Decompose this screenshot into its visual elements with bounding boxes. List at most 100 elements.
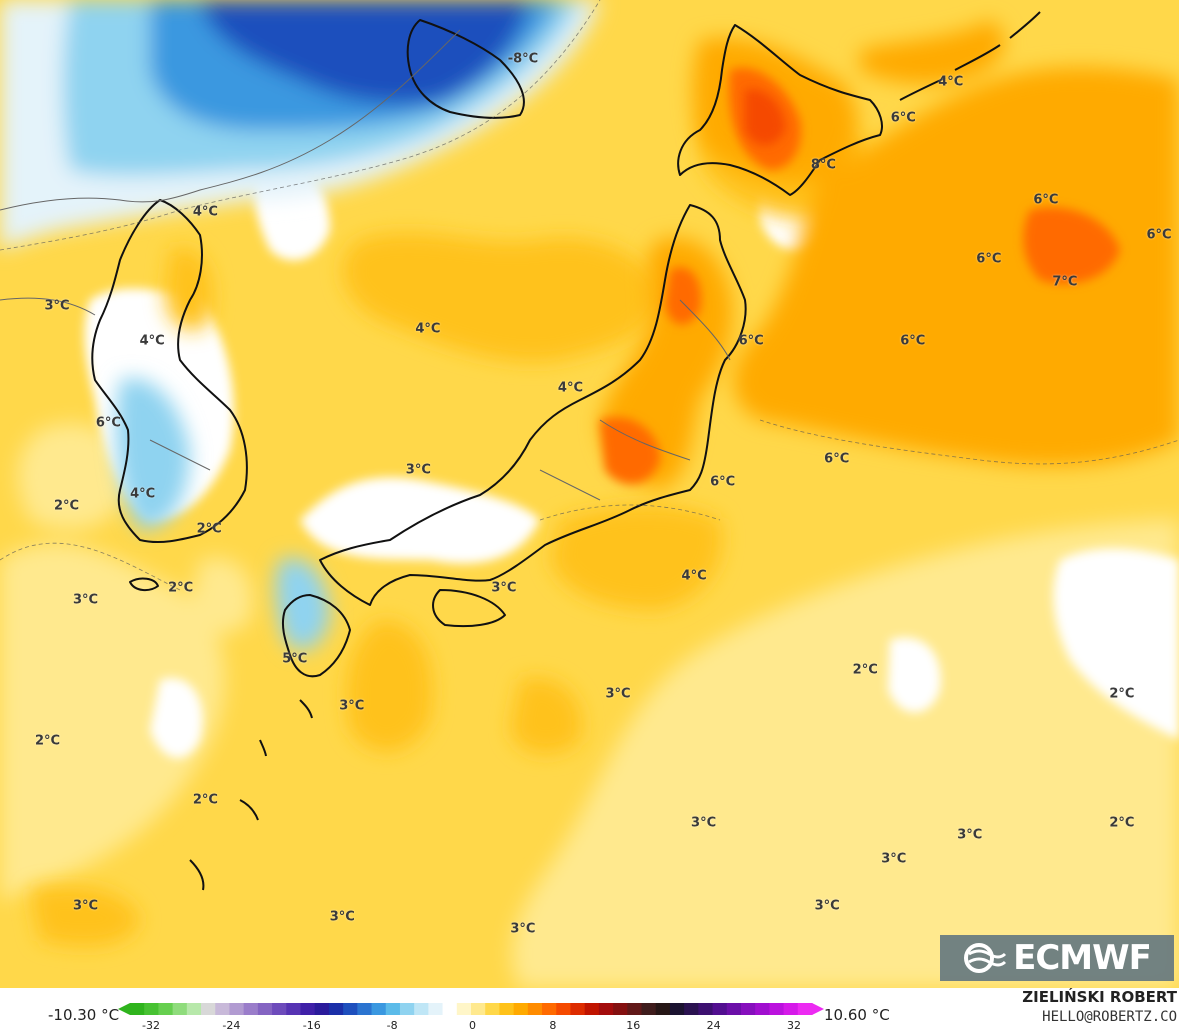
coastlines <box>91 11 1041 891</box>
field-hot-cores <box>745 89 785 145</box>
color-scale-tick-label: -24 <box>222 1019 241 1032</box>
temperature-label: 8°C <box>810 157 836 173</box>
temperature-label: 3°C <box>881 851 907 867</box>
color-scale-swatch <box>158 1003 174 1015</box>
temperature-label: 2°C <box>192 792 218 808</box>
temperature-label: 3°C <box>957 827 983 843</box>
author-name: ZIELIŃSKI ROBERT <box>1022 988 1177 1006</box>
color-scale-swatch <box>286 1003 301 1015</box>
temperature-label: 3°C <box>491 580 517 596</box>
temperature-label: 4°C <box>130 486 156 502</box>
temperature-label: 6°C <box>890 110 916 126</box>
color-scale-arrow-left <box>118 1003 130 1015</box>
temperature-label: 2°C <box>1109 686 1135 702</box>
color-scale-swatch <box>172 1003 188 1015</box>
color-scale-swatch <box>769 1003 785 1015</box>
color-scale-swatch <box>570 1003 586 1015</box>
color-scale-swatch <box>641 1003 657 1015</box>
temperature-label: 3°C <box>814 898 840 914</box>
color-scale-swatch <box>300 1003 316 1015</box>
color-scale-swatch <box>414 1003 429 1015</box>
color-scale-swatch <box>613 1003 628 1015</box>
temperature-label: 6°C <box>95 415 121 431</box>
temperature-label: 3°C <box>329 909 355 925</box>
temperature-label: 6°C <box>738 333 764 349</box>
temperature-label: 3°C <box>605 686 631 702</box>
color-scale-tick-label: -16 <box>302 1019 321 1032</box>
color-scale-swatch <box>527 1003 543 1015</box>
temperature-label: 6°C <box>710 474 736 490</box>
temperature-label: 2°C <box>852 662 878 678</box>
color-scale-swatch <box>428 1003 444 1015</box>
ecmwf-logo: ECMWF <box>940 935 1174 981</box>
temperature-label: 2°C <box>1109 815 1135 831</box>
color-scale-swatch <box>740 1003 756 1015</box>
ecmwf-logo-icon <box>964 943 1007 973</box>
temperature-label: 3°C <box>73 898 99 914</box>
temperature-label: 4°C <box>139 333 165 349</box>
temperature-label: 4°C <box>192 204 218 220</box>
color-scale-tick-label: -32 <box>142 1019 160 1032</box>
temperature-label: 2°C <box>54 498 80 514</box>
color-scale-swatch <box>655 1003 671 1015</box>
ecmwf-logo-text: ECMWF <box>1013 938 1152 978</box>
color-scale-swatch <box>314 1003 330 1015</box>
temperature-label: 6°C <box>900 333 926 349</box>
temperature-label: 6°C <box>824 451 850 467</box>
scale-max-label: 10.60 °C <box>824 1006 890 1024</box>
color-scale-swatch <box>144 1003 159 1015</box>
temperature-label: 6°C <box>1146 227 1172 243</box>
color-scale-swatch <box>698 1003 714 1015</box>
color-scale-swatch <box>726 1003 742 1015</box>
temperature-label: 3°C <box>691 815 717 831</box>
color-scale-tick-label: 0 <box>469 1019 476 1032</box>
color-scale-swatch <box>499 1003 515 1015</box>
author-email: HELLO@ROBERTZ.CO <box>1042 1009 1177 1025</box>
color-scale-swatch <box>215 1003 230 1015</box>
contour-lines <box>0 0 1179 591</box>
color-scale-swatch <box>357 1003 373 1015</box>
color-scale-swatch <box>328 1003 344 1015</box>
temperature-label: 5°C <box>282 651 308 667</box>
temperature-label: 2°C <box>168 580 194 596</box>
color-scale-swatch <box>783 1003 799 1015</box>
map-canvas <box>0 0 1179 988</box>
color-scale-swatch <box>442 1003 458 1015</box>
color-scale-swatch <box>598 1003 614 1015</box>
color-scale-tick-label: 32 <box>787 1019 801 1032</box>
color-scale-swatch <box>584 1003 600 1015</box>
temperature-label: 2°C <box>34 733 61 749</box>
color-scale-swatch <box>542 1003 557 1015</box>
color-scale-swatch <box>385 1003 401 1015</box>
color-scale-swatch <box>513 1003 529 1015</box>
temperature-anomaly-map: -8°C 8°C 4°C 6°C 6°C 6°C 6°C 7°C 6°C 4°C 3°C 4°C 4°C… <box>0 0 1179 988</box>
temperature-label: 6°C <box>976 251 1002 267</box>
temperature-label: 3°C <box>405 462 431 478</box>
color-scale-swatch <box>712 1003 728 1015</box>
temperature-label: 4°C <box>681 568 707 584</box>
color-scale-swatch <box>243 1003 259 1015</box>
temperature-label: 4°C <box>557 380 584 396</box>
temperature-label: 2°C <box>196 521 222 537</box>
color-scale-swatch <box>684 1003 699 1015</box>
color-scale-swatch <box>257 1003 273 1015</box>
color-scale-swatch <box>669 1003 685 1015</box>
color-scale-tick-label: 8 <box>549 1019 557 1032</box>
temperature-label: 4°C <box>938 74 964 90</box>
color-scale-swatch <box>485 1003 500 1015</box>
color-scale-swatch <box>229 1003 245 1015</box>
temperature-label: 3°C <box>510 921 536 937</box>
temperature-label: 7°C <box>1052 274 1078 290</box>
color-scale-tick-label: 16 <box>626 1019 641 1032</box>
temperature-label: -8°C <box>507 51 539 67</box>
temperature-label: 3°C <box>73 592 99 608</box>
color-scale-swatch <box>272 1003 287 1015</box>
color-scale-swatch <box>201 1003 216 1015</box>
color-scale-swatch <box>399 1003 415 1015</box>
color-scale-swatch <box>797 1003 813 1015</box>
temperature-label: 6°C <box>1033 192 1059 208</box>
temperature-label: 4°C <box>415 321 441 337</box>
color-scale-arrow-right <box>812 1003 824 1015</box>
scale-min-label: -10.30 °C <box>48 1006 120 1024</box>
color-scale-swatch <box>186 1003 202 1015</box>
